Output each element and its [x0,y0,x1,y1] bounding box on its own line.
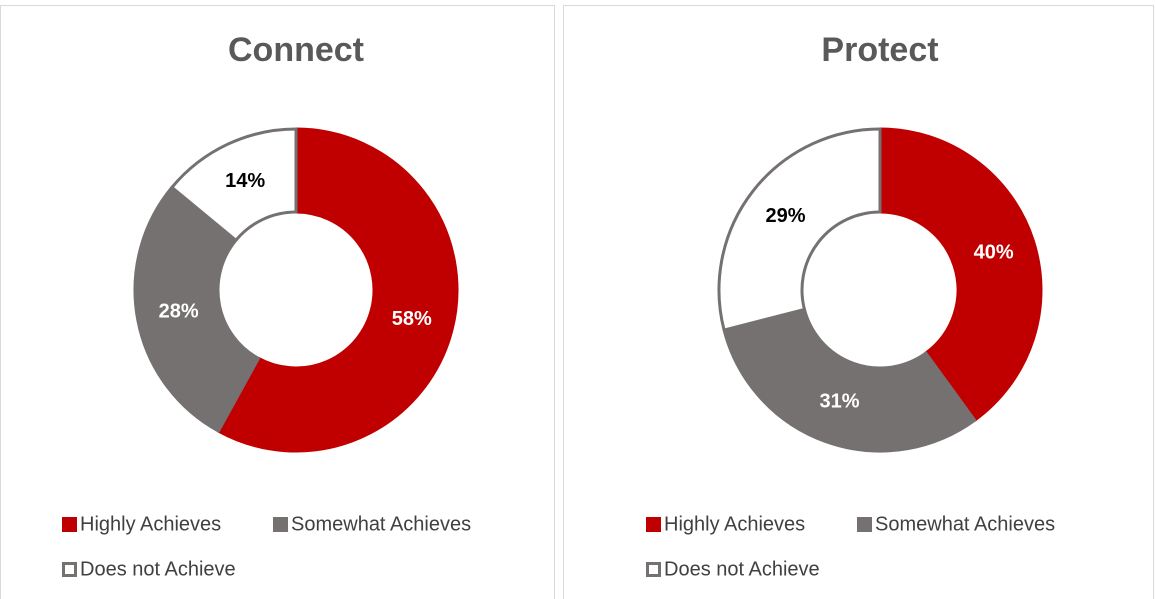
legend-swatch [646,562,661,577]
legend-swatch [62,517,77,532]
legend-swatch [62,562,77,577]
data-label: 58% [392,308,432,330]
legend-label: Somewhat Achieves [291,513,471,535]
legend-swatch [857,517,872,532]
donut-slice [717,127,882,332]
data-label: 28% [159,301,199,323]
data-label: 14% [225,170,265,192]
panel-border [563,5,1154,599]
legend-label: Does not Achieve [80,558,236,580]
legend-label: Highly Achieves [80,513,221,535]
donut-slice [170,127,298,242]
legend-swatch [646,517,661,532]
data-label: 40% [974,241,1014,263]
legend-label: Highly Achieves [664,513,805,535]
data-label: 29% [766,205,806,227]
legend-swatch [273,517,288,532]
data-label: 31% [820,391,860,413]
chart-title: Protect [821,31,938,69]
legend-label: Somewhat Achieves [875,513,1055,535]
donut-slice [878,127,1043,422]
chart-title: Connect [228,31,364,69]
donut-slice [722,307,977,453]
donut-slice [216,127,459,453]
panel-border [0,5,555,599]
legend-label: Does not Achieve [664,558,820,580]
donut-slice [133,185,260,433]
